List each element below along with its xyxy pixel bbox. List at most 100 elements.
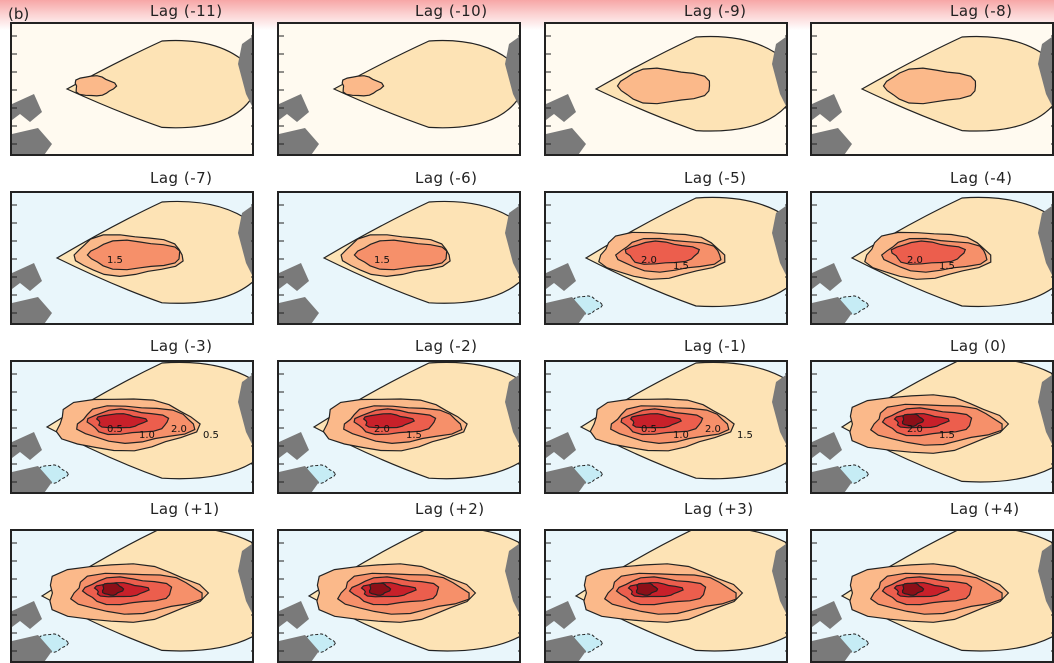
panel-title: Lag (-2) xyxy=(415,337,478,355)
contour-map xyxy=(546,531,786,661)
land-mass-west xyxy=(546,432,576,460)
land-mass-west xyxy=(12,94,42,122)
land-mass-southwest xyxy=(12,297,52,323)
land-mass-west xyxy=(279,432,309,460)
land-mass-southwest xyxy=(12,128,52,154)
land-mass-west xyxy=(12,263,42,291)
contour-0.5 xyxy=(332,39,519,129)
contour-label: 2.0 xyxy=(374,424,390,435)
lag-map-panel: 1.5 xyxy=(10,191,254,325)
lag-map-panel xyxy=(10,529,254,663)
panel-title: Lag (-8) xyxy=(950,2,1013,20)
contour-map xyxy=(279,24,519,154)
contour-map: 1.5 xyxy=(279,193,519,323)
land-mass-east xyxy=(772,374,786,444)
contour-label: 1.5 xyxy=(107,255,123,266)
land-mass-west xyxy=(812,263,842,291)
contour-label: 1.0 xyxy=(139,430,155,441)
figure-label: (b) xyxy=(8,5,30,23)
land-mass-west xyxy=(12,432,42,460)
lag-map-panel xyxy=(544,529,788,663)
lag-map-panel xyxy=(10,22,254,156)
land-mass-east xyxy=(1038,205,1052,275)
panel-title: Lag (-7) xyxy=(150,169,213,187)
land-mass-east xyxy=(1038,36,1052,106)
contour-map xyxy=(12,24,252,154)
land-mass-southwest xyxy=(279,466,319,492)
contour-2.5 xyxy=(362,413,416,429)
land-mass-west xyxy=(546,263,576,291)
lag-map-panel xyxy=(810,22,1054,156)
panel-grid: Lag (-11) Lag (-10) Lag (-9) Lag (-8) Lag (-… xyxy=(10,2,1054,663)
contour-map: 2.0 1.5 xyxy=(546,193,786,323)
contour-label: 1.5 xyxy=(673,261,689,272)
lag-map-panel xyxy=(277,529,521,663)
land-mass-east xyxy=(1038,374,1052,444)
lag-map-panel xyxy=(277,22,521,156)
contour-label: 2.0 xyxy=(641,255,657,266)
land-mass-east xyxy=(238,205,252,275)
land-mass-southwest xyxy=(12,466,52,492)
panel-title: Lag (-1) xyxy=(684,337,747,355)
lag-map-panel: 2.0 1.5 xyxy=(810,191,1054,325)
contour-label: 0.5 xyxy=(641,424,657,435)
panel-title: Lag (+4) xyxy=(950,500,1020,518)
land-mass-east xyxy=(772,36,786,106)
land-mass-east xyxy=(238,36,252,106)
contour-map: 1.5 xyxy=(12,193,252,323)
land-mass-southwest xyxy=(812,297,852,323)
contour-2.5 xyxy=(629,413,683,429)
land-mass-southwest xyxy=(546,128,586,154)
panel-title: Lag (0) xyxy=(950,337,1007,355)
panel-title: Lag (+1) xyxy=(150,500,220,518)
contour-map: 0.5 1.0 2.0 0.5 xyxy=(12,362,252,492)
contour-1.0 xyxy=(341,75,385,97)
land-mass-west xyxy=(279,94,309,122)
contour-label: 2.0 xyxy=(907,424,923,435)
lag-map-panel: 1.5 xyxy=(277,191,521,325)
contour-map: 0.5 1.0 2.0 1.5 xyxy=(546,362,786,492)
contour-map xyxy=(546,24,786,154)
land-mass-west xyxy=(812,432,842,460)
land-mass-southwest xyxy=(279,128,319,154)
lag-map-panel xyxy=(544,22,788,156)
contour-label: 2.0 xyxy=(907,255,923,266)
panel-title: Lag (-4) xyxy=(950,169,1013,187)
contour-map: 2.0 1.5 xyxy=(279,362,519,492)
contour-1.5 xyxy=(353,239,448,271)
contour-label: 1.5 xyxy=(406,430,422,441)
land-mass-east xyxy=(238,374,252,444)
lag-map-panel: 2.0 1.5 xyxy=(277,360,521,494)
land-mass-southwest xyxy=(279,297,319,323)
contour-label: 1.5 xyxy=(939,261,955,272)
land-mass-southwest xyxy=(546,466,586,492)
contour-label: 1.0 xyxy=(673,430,689,441)
land-mass-east xyxy=(505,374,519,444)
land-mass-southwest xyxy=(812,128,852,154)
panel-title: Lag (-6) xyxy=(415,169,478,187)
land-mass-east xyxy=(505,205,519,275)
panel-title: Lag (-11) xyxy=(150,2,223,20)
land-mass-southwest xyxy=(546,297,586,323)
contour-0.5 xyxy=(65,39,252,129)
lag-map-panel: 0.5 1.0 2.0 1.5 xyxy=(544,360,788,494)
panel-title: Lag (-9) xyxy=(684,2,747,20)
land-mass-west xyxy=(812,94,842,122)
contour-label: 0.5 xyxy=(107,424,123,435)
contour-1.0 xyxy=(74,75,118,97)
contour-2.0 xyxy=(624,240,701,265)
lag-map-panel xyxy=(810,529,1054,663)
contour-map xyxy=(812,24,1052,154)
contour-label: 0.5 xyxy=(203,430,219,441)
land-mass-west xyxy=(546,94,576,122)
land-mass-east xyxy=(772,205,786,275)
contour-label: 1.5 xyxy=(737,430,753,441)
panel-title: Lag (-5) xyxy=(684,169,747,187)
contour-label: 2.0 xyxy=(171,424,187,435)
lag-map-panel: 0.5 1.0 2.0 0.5 xyxy=(10,360,254,494)
contour-label: 1.5 xyxy=(374,255,390,266)
contour-map: 2.0 1.5 xyxy=(812,193,1052,323)
contour-map xyxy=(279,531,519,661)
contour-map xyxy=(812,531,1052,661)
contour-1.0 xyxy=(616,67,711,105)
